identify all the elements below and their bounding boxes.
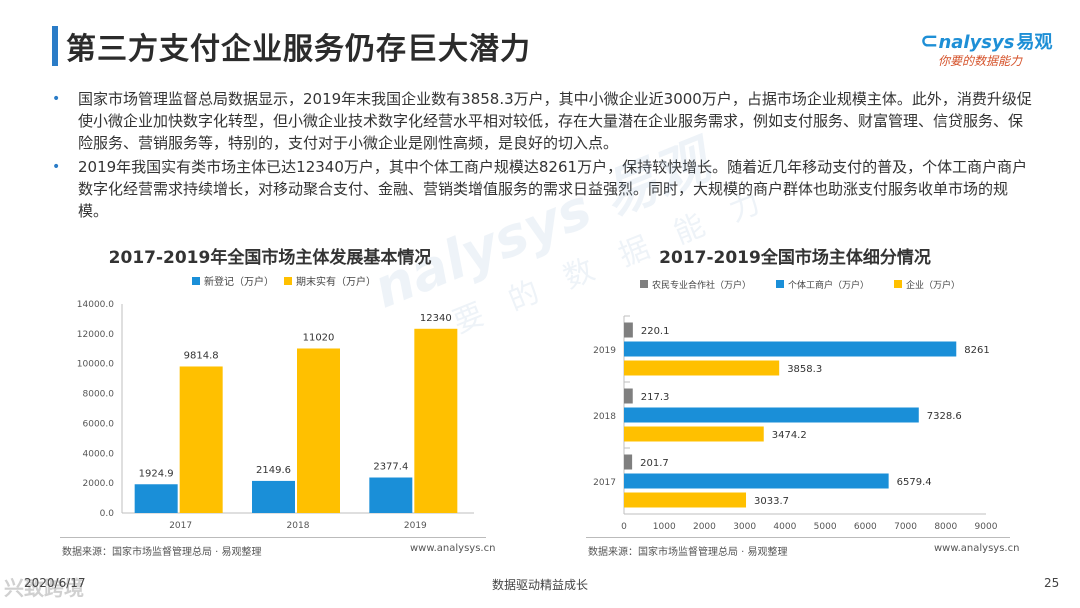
y-tick-label: 4000.0	[83, 449, 115, 459]
bar-value-label: 9814.8	[184, 350, 219, 361]
legend-label: 企业（万户）	[906, 279, 960, 291]
legend-label: 新登记（万户）	[204, 275, 274, 288]
bar-value-label: 3858.3	[787, 364, 822, 375]
x-tick-label: 0	[621, 522, 627, 532]
x-tick-label: 8000	[934, 522, 957, 532]
site-url-right[interactable]: www.analysys.cn	[934, 543, 1020, 554]
y-tick-label: 0.0	[100, 509, 115, 519]
page-title: 第三方支付企业服务仍存巨大潜力	[66, 32, 531, 67]
bar-value-label: 3474.2	[772, 430, 807, 441]
x-tick-label: 1000	[653, 522, 676, 532]
bar-value-label: 2149.6	[256, 465, 291, 476]
bar	[624, 426, 764, 442]
logo-slogan-glyph: 你	[938, 54, 951, 68]
logo-cn-text: 易观	[1016, 32, 1053, 53]
x-tick-label: 3000	[733, 522, 756, 532]
bar	[297, 348, 340, 513]
bullet-item: • 2019年我国实有类市场主体已达12340万户，其中个体工商户规模达8261…	[52, 156, 1032, 222]
bar	[624, 360, 780, 376]
bar-value-label: 2377.4	[373, 462, 408, 473]
bar	[179, 366, 223, 513]
bar-value-label: 1924.9	[139, 468, 174, 479]
bar	[624, 454, 633, 470]
bar	[624, 341, 957, 357]
bar	[134, 484, 178, 513]
bar-value-label: 8261	[964, 345, 989, 356]
bar	[414, 328, 458, 513]
legend-swatch	[192, 277, 200, 285]
bar-value-label: 201.7	[640, 458, 669, 469]
divider-left	[60, 537, 486, 538]
bar-value-label: 11020	[303, 332, 335, 343]
x-tick-label: 2000	[693, 522, 716, 532]
logo-main-text: nalysys	[938, 32, 1015, 53]
x-tick-label: 5000	[814, 522, 837, 532]
y-tick-label: 2018	[593, 412, 616, 422]
bar-value-label: 12340	[420, 313, 452, 324]
bullet-dot-icon: •	[52, 91, 61, 107]
x-tick-label: 2018	[287, 521, 310, 531]
bar	[624, 407, 919, 423]
bar-value-label: 220.1	[641, 326, 670, 337]
footer-slogan: 数据驱动精益成长	[491, 578, 588, 592]
legend-label: 期末实有（万户）	[296, 275, 376, 288]
chart-2-title: 2017-2019全国市场主体细分情况	[659, 248, 931, 268]
y-tick-label: 10000.0	[77, 360, 114, 370]
bar-value-label: 3033.7	[754, 496, 789, 507]
site-url-left[interactable]: www.analysys.cn	[410, 543, 496, 554]
source-note-left: 数据来源：国家市场监督管理总局 · 易观整理	[62, 547, 262, 558]
chart-1-vertical-bar: 新登记（万户） 期末实有（万户） 0.0 2000.0 4000.0 6000.0 8000…	[77, 275, 474, 531]
bullet-list: • 国家市场管理监督总局数据显示，2019年末我国企业数有3858.3万户，其中…	[52, 88, 1032, 224]
bar-value-label: 217.3	[641, 392, 670, 403]
y-tick-label: 12000.0	[77, 330, 114, 340]
legend-swatch	[776, 280, 784, 288]
x-tick-label: 6000	[854, 522, 877, 532]
logo-a-swoosh-icon: ⊂	[920, 29, 939, 54]
x-tick-label: 2019	[404, 521, 427, 531]
bar	[624, 388, 633, 404]
bullet-dot-icon: •	[52, 159, 61, 175]
logo-slogan: 你要的数据能力	[938, 52, 1022, 69]
y-tick-label: 2019	[593, 346, 616, 356]
corner-watermark: 兴致跨境	[4, 576, 84, 600]
x-tick-label: 7000	[894, 522, 917, 532]
bullet-text: 2019年我国实有类市场主体已达12340万户，其中个体工商户规模达8261万户…	[78, 158, 1028, 220]
x-tick-label: 2017	[169, 521, 192, 531]
chart-1-title: 2017-2019年全国市场主体发展基本情况	[108, 248, 432, 268]
y-tick-label: 14000.0	[77, 300, 114, 310]
y-tick-label: 6000.0	[83, 419, 115, 429]
logo-wordmark: ⊂nalysys 易观	[920, 28, 1052, 54]
legend-swatch	[894, 280, 902, 288]
page-number: 25	[1044, 576, 1060, 590]
title-accent-bar	[52, 26, 58, 66]
bullet-text: 国家市场管理监督总局数据显示，2019年末我国企业数有3858.3万户，其中小微…	[78, 90, 1032, 152]
analysys-logo: ⊂nalysys 易观 你要的数据能力	[920, 28, 1060, 72]
x-tick-label: 9000	[975, 522, 998, 532]
y-tick-label: 8000.0	[83, 390, 115, 400]
legend-swatch	[640, 280, 648, 288]
divider-right	[586, 537, 1010, 538]
y-tick-label: 2000.0	[83, 479, 115, 489]
bar-value-label: 6579.4	[897, 477, 932, 488]
chart-2-horizontal-bar: 农民专业合作社（万户） 个体工商户（万户） 企业（万户） 0 1000 2000 3000 4…	[593, 279, 998, 532]
legend-label: 农民专业合作社（万户）	[652, 279, 751, 291]
bar	[624, 322, 633, 338]
legend-swatch	[284, 277, 292, 285]
bar	[624, 492, 747, 508]
bullet-item: • 国家市场管理监督总局数据显示，2019年末我国企业数有3858.3万户，其中…	[52, 88, 1032, 154]
footer-date: 2020/6/17	[24, 576, 86, 590]
bar	[624, 473, 889, 489]
x-tick-label: 4000	[773, 522, 796, 532]
source-note-right: 数据来源：国家市场监督管理总局 · 易观整理	[588, 547, 788, 558]
bar	[369, 477, 413, 513]
logo-slogan-text: 要的数据能力	[950, 54, 1023, 68]
legend-label: 个体工商户（万户）	[788, 279, 869, 291]
bar	[252, 480, 295, 513]
bar-value-label: 7328.6	[927, 411, 962, 422]
y-tick-label: 2017	[593, 478, 616, 488]
